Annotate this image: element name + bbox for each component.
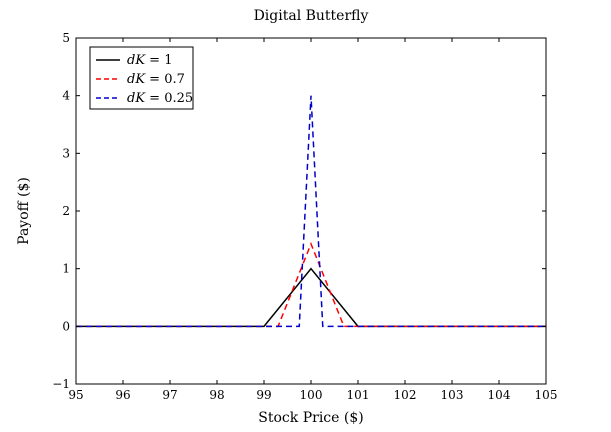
x-tick-label: 101: [347, 388, 370, 402]
x-tick-label: 95: [68, 388, 83, 402]
legend: dK = 1 dK = 0.7 dK = 0.25: [89, 46, 194, 110]
legend-label-1: dK = 0.7: [127, 72, 185, 87]
series-line-0: [76, 267, 546, 328]
legend-label-0: dK = 1: [127, 53, 172, 68]
x-tick-label: 103: [441, 388, 464, 402]
y-tick-label: 3: [62, 146, 70, 160]
y-tick-label: 4: [62, 89, 70, 103]
y-tick-label: 1: [62, 262, 70, 276]
x-tick-label: 96: [115, 388, 130, 402]
x-tick-label: 98: [209, 388, 224, 402]
x-tick-label: 105: [535, 388, 558, 402]
x-tick-label: 104: [488, 388, 511, 402]
series-line-1: [76, 241, 546, 328]
x-tick-label: 97: [162, 388, 177, 402]
x-tick-label: 102: [394, 388, 417, 402]
x-tick-label: 100: [300, 388, 323, 402]
legend-label-2: dK = 0.25: [127, 91, 193, 106]
chart-title: Digital Butterfly: [254, 8, 369, 24]
y-tick-label: 5: [62, 31, 70, 45]
y-axis-label: Payoff ($): [16, 177, 32, 245]
y-tick-label: −1: [52, 377, 70, 391]
series-line-2: [76, 95, 546, 328]
x-tick-label: 99: [256, 388, 271, 402]
y-tick-label: 2: [62, 204, 70, 218]
y-tick-label: 0: [62, 319, 70, 333]
x-axis-label: Stock Price ($): [258, 410, 363, 426]
